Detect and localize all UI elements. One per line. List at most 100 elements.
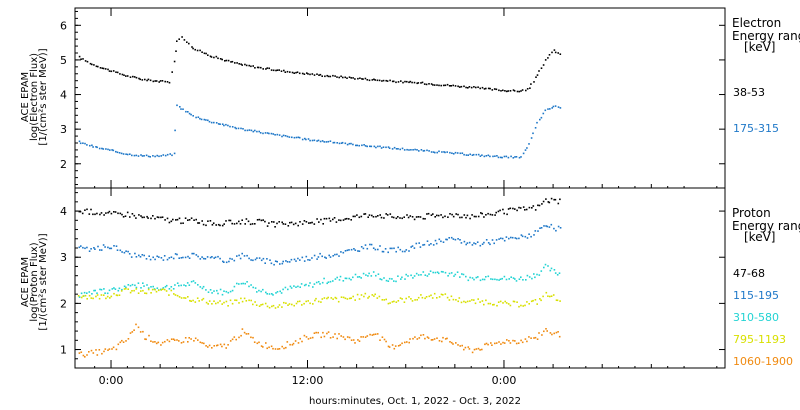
data-point: [459, 216, 461, 219]
data-point: [395, 250, 397, 253]
data-point: [550, 295, 553, 297]
data-point: [244, 63, 246, 66]
data-point: [547, 265, 549, 267]
data-point: [410, 149, 412, 151]
data-point: [156, 216, 159, 218]
data-point: [358, 340, 361, 342]
data-point: [287, 225, 290, 227]
data-point: [165, 290, 168, 292]
data-point: [120, 152, 123, 155]
data-point: [289, 71, 291, 73]
data-point: [168, 81, 171, 84]
data-point: [268, 132, 270, 135]
data-point: [183, 297, 185, 299]
data-point: [413, 218, 416, 221]
data-point: [400, 80, 402, 82]
data-point: [410, 298, 412, 300]
data-point: [110, 247, 113, 250]
data-point: [309, 222, 312, 224]
data-point: [419, 216, 422, 218]
data-point: [306, 72, 308, 74]
data-point: [424, 337, 426, 340]
data-point: [140, 290, 142, 292]
y-tick-label: 1: [60, 344, 67, 357]
data-point: [256, 130, 258, 133]
data-point: [326, 297, 328, 300]
data-point: [168, 288, 171, 290]
data-point: [386, 80, 389, 82]
data-point: [217, 57, 219, 60]
data-point: [305, 138, 307, 141]
data-point: [530, 137, 533, 139]
data-point: [344, 250, 347, 252]
data-point: [514, 237, 517, 239]
data-point: [235, 299, 238, 302]
data-point: [401, 217, 403, 220]
data-point: [461, 344, 463, 347]
data-point: [399, 217, 401, 219]
data-point: [546, 330, 548, 332]
data-point: [433, 84, 436, 86]
data-point: [522, 206, 525, 208]
data-point: [506, 213, 508, 216]
data-point: [99, 67, 102, 69]
data-point: [131, 213, 134, 215]
data-point: [395, 81, 397, 84]
data-point: [379, 214, 381, 216]
data-point: [545, 328, 547, 330]
data-point: [203, 342, 205, 345]
data-point: [350, 142, 352, 145]
data-point: [147, 155, 150, 158]
data-point: [227, 305, 229, 307]
data-point: [184, 256, 187, 259]
data-point: [129, 216, 131, 218]
data-point: [323, 297, 326, 299]
data-point: [166, 153, 169, 156]
data-point: [362, 247, 365, 250]
data-point: [307, 73, 309, 75]
data-point: [101, 147, 103, 150]
data-point: [367, 216, 369, 218]
data-point: [475, 215, 477, 218]
data-point: [86, 298, 88, 300]
data-point: [234, 299, 236, 301]
data-point: [414, 336, 416, 338]
data-point: [366, 335, 369, 337]
data-point: [414, 148, 416, 151]
data-point: [288, 261, 291, 263]
data-point: [333, 141, 336, 144]
data-point: [422, 150, 425, 152]
data-point: [538, 70, 540, 72]
data-point: [456, 271, 459, 273]
data-point: [401, 147, 404, 150]
data-point: [484, 343, 486, 346]
data-point: [262, 346, 264, 348]
data-point: [368, 295, 370, 298]
data-point: [429, 270, 432, 272]
data-point: [192, 115, 194, 117]
data-point: [507, 208, 510, 210]
data-point: [381, 80, 383, 82]
data-point: [337, 300, 340, 303]
data-point: [289, 221, 291, 224]
data-point: [412, 337, 414, 340]
data-point: [260, 66, 262, 69]
data-point: [335, 221, 338, 223]
data-point: [277, 306, 279, 308]
data-point: [252, 130, 255, 133]
data-point: [441, 151, 443, 153]
data-point: [235, 127, 237, 130]
data-point: [246, 254, 248, 257]
data-point: [125, 286, 127, 289]
data-point: [490, 342, 492, 344]
data-point: [354, 342, 356, 344]
data-point: [385, 279, 388, 282]
data-point: [475, 276, 478, 279]
data-point: [190, 338, 192, 340]
data-point: [178, 38, 180, 40]
data-point: [147, 78, 150, 81]
data-point: [383, 217, 385, 219]
data-point: [301, 256, 304, 259]
data-point: [238, 302, 240, 304]
data-point: [438, 340, 441, 342]
